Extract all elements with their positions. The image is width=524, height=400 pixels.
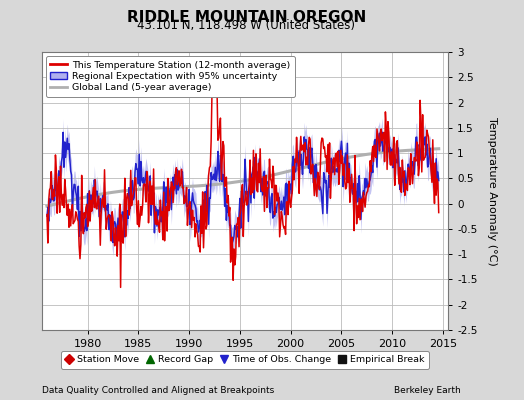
Y-axis label: Temperature Anomaly (°C): Temperature Anomaly (°C) [487,117,497,265]
Text: RIDDLE MOUNTAIN OREGON: RIDDLE MOUNTAIN OREGON [127,10,366,25]
Legend: Station Move, Record Gap, Time of Obs. Change, Empirical Break: Station Move, Record Gap, Time of Obs. C… [61,351,429,369]
Text: 43.101 N, 118.498 W (United States): 43.101 N, 118.498 W (United States) [137,19,355,32]
Text: Data Quality Controlled and Aligned at Breakpoints: Data Quality Controlled and Aligned at B… [42,386,274,395]
Legend: This Temperature Station (12-month average), Regional Expectation with 95% uncer: This Temperature Station (12-month avera… [46,56,295,97]
Text: Berkeley Earth: Berkeley Earth [395,386,461,395]
